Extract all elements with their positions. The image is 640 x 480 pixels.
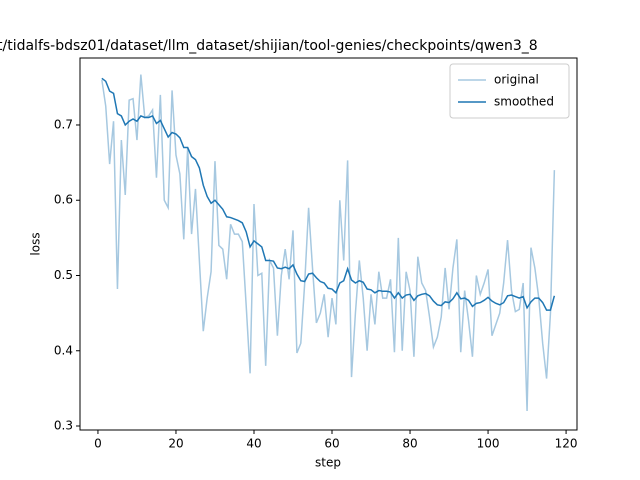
line-series (101, 74, 556, 411)
x-tick-label: 0 (94, 437, 102, 451)
y-tick-label: 0.7 (54, 117, 73, 131)
legend-label: original (494, 73, 539, 87)
y-tick-label: 0.4 (54, 343, 73, 357)
legend-box (449, 63, 570, 119)
x-tick-label: 60 (324, 437, 339, 451)
y-tick-label: 0.6 (54, 193, 73, 207)
legend-label: smoothed (494, 95, 554, 109)
x-tick-label: 40 (246, 437, 261, 451)
x-tick-label: 100 (477, 437, 500, 451)
y-tick-label: 0.3 (54, 419, 73, 433)
y-axis-label: loss (29, 232, 43, 255)
x-tick-label: 20 (168, 437, 183, 451)
line-series (101, 77, 556, 311)
chart-title: t/tidalfs-bdsz01/dataset/llm_dataset/shi… (0, 38, 538, 54)
x-tick-label: 120 (555, 437, 578, 451)
y-tick-label: 0.5 (54, 268, 73, 282)
plot-frame (79, 57, 578, 431)
x-axis-label: step (315, 456, 341, 470)
x-tick-label: 80 (402, 437, 417, 451)
